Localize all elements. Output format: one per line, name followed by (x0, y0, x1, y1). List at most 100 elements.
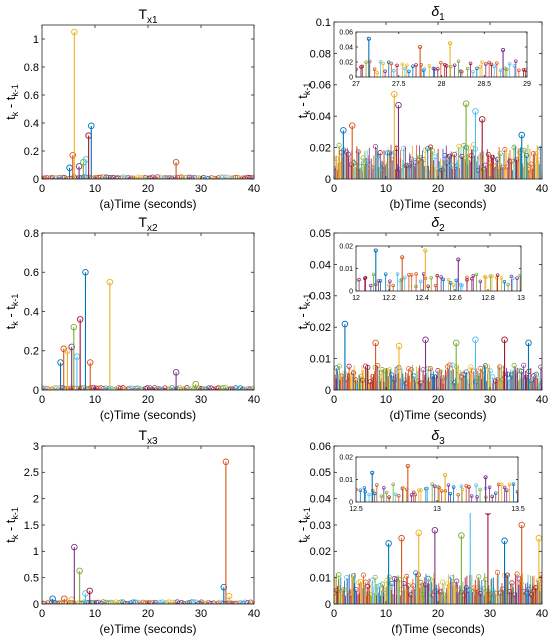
title-main: T (138, 6, 147, 22)
stem-marker (478, 365, 484, 371)
stem-marker (201, 600, 207, 604)
stem-marker (391, 482, 395, 487)
peak-marker (443, 472, 448, 478)
stem-marker (538, 145, 542, 151)
stem-marker (59, 174, 65, 179)
ylabel-minus: - t (3, 96, 18, 112)
peak-marker (172, 369, 180, 376)
stem-marker (471, 69, 475, 74)
chart-panel-Tx1: 0 10 20 30 40 0 0.2 0.4 0.6 0.8 1 Tx1 (a)Time (secon… (3, 6, 260, 211)
peak-marker (61, 595, 68, 602)
stem-marker (154, 174, 161, 179)
stem-marker (103, 599, 109, 604)
stem-marker (365, 364, 371, 370)
x-tick-label: 12.2 (382, 295, 396, 302)
stem-marker (100, 174, 106, 179)
stem-marker (223, 174, 229, 179)
stem-marker (507, 62, 512, 66)
stem-marker (500, 482, 504, 486)
stem-marker (514, 571, 520, 577)
inset-background (342, 454, 522, 513)
x-tick-label: 10 (380, 394, 392, 406)
stem-marker (434, 166, 441, 172)
stem-marker (242, 599, 248, 604)
stem-marker (425, 146, 431, 152)
ylabel-t: t (3, 325, 18, 329)
stem-marker (372, 574, 378, 580)
stem-marker (120, 174, 126, 179)
y-tick-label: 0.02 (339, 454, 353, 461)
title-subscript: x2 (147, 223, 158, 234)
stem-marker (206, 599, 212, 604)
y-tick-label: 0.05 (310, 228, 331, 240)
peak-marker (60, 345, 67, 353)
stem-marker (405, 583, 411, 589)
peak-marker (395, 101, 402, 109)
x-tick-label: 12.8 (481, 295, 495, 302)
peak-marker (172, 158, 180, 166)
stem-marker (383, 272, 388, 276)
peak-marker (501, 47, 506, 53)
stem-marker (429, 275, 433, 280)
peak-marker (71, 28, 78, 36)
stem-marker (336, 363, 342, 369)
stem-marker (120, 599, 126, 604)
stem-marker (336, 142, 342, 148)
x-tick-label: 0 (331, 183, 337, 195)
stem-marker (363, 276, 368, 280)
peak-marker (86, 359, 94, 366)
stem-marker (413, 492, 418, 497)
x-tick-label: 0 (331, 608, 337, 620)
chart-title: δ1 (431, 3, 445, 23)
y-tick-label: 1.5 (24, 520, 39, 532)
peak-marker (472, 108, 479, 115)
chart-panel-delta3: 0 10 20 30 4000.010.020.030.040.050.06δ3(f)T… (295, 427, 548, 636)
y-tick-label: 0 (33, 174, 39, 186)
peak-marker (341, 320, 349, 328)
stem-marker (428, 144, 434, 150)
x-tick-label: 30 (195, 608, 207, 620)
stem-marker (476, 574, 482, 580)
stem-marker (484, 275, 488, 280)
ylabel-sub-k: k (302, 534, 312, 539)
chart-title: Tx1 (138, 6, 158, 26)
stem-marker (469, 494, 474, 498)
stem-marker (108, 599, 114, 604)
peak-marker (405, 463, 410, 469)
stem-marker (130, 175, 136, 179)
stem-marker (442, 375, 448, 381)
stem-marker (444, 160, 450, 166)
stem-marker (346, 363, 352, 369)
stem-marker (240, 386, 246, 390)
x-tick-label: 20 (432, 608, 444, 620)
x-tick-label: 12.6 (448, 295, 462, 302)
stem-marker (442, 152, 448, 158)
stem-marker (157, 174, 163, 179)
x-tick-label: 40 (248, 608, 260, 620)
stem-marker (460, 70, 464, 74)
peak-marker (373, 248, 378, 253)
x-tick-label: 27 (352, 81, 360, 88)
stem-marker (134, 174, 141, 179)
stem-marker (463, 369, 469, 375)
stem-marker (489, 62, 494, 67)
stem-marker (240, 175, 246, 179)
y-tick-label: 0 (33, 599, 39, 611)
stem-marker (54, 175, 60, 179)
stem-marker (440, 579, 446, 585)
stem-marker (474, 483, 478, 487)
stem-marker (379, 494, 384, 498)
y-axis-label: tk - tk-1 (295, 83, 312, 119)
stem-marker (535, 578, 541, 584)
peak-marker (88, 122, 95, 130)
x-tick-label: 0 (39, 394, 45, 406)
y-tick-label: 0.8 (24, 228, 39, 240)
inset-background (342, 243, 525, 302)
stem-marker (382, 368, 388, 374)
stem-marker (397, 494, 401, 498)
stem-marker (363, 579, 369, 585)
stem-marker (389, 372, 395, 378)
peak-marker (415, 529, 423, 537)
stem-marker (345, 151, 352, 157)
stem-marker (495, 273, 500, 277)
